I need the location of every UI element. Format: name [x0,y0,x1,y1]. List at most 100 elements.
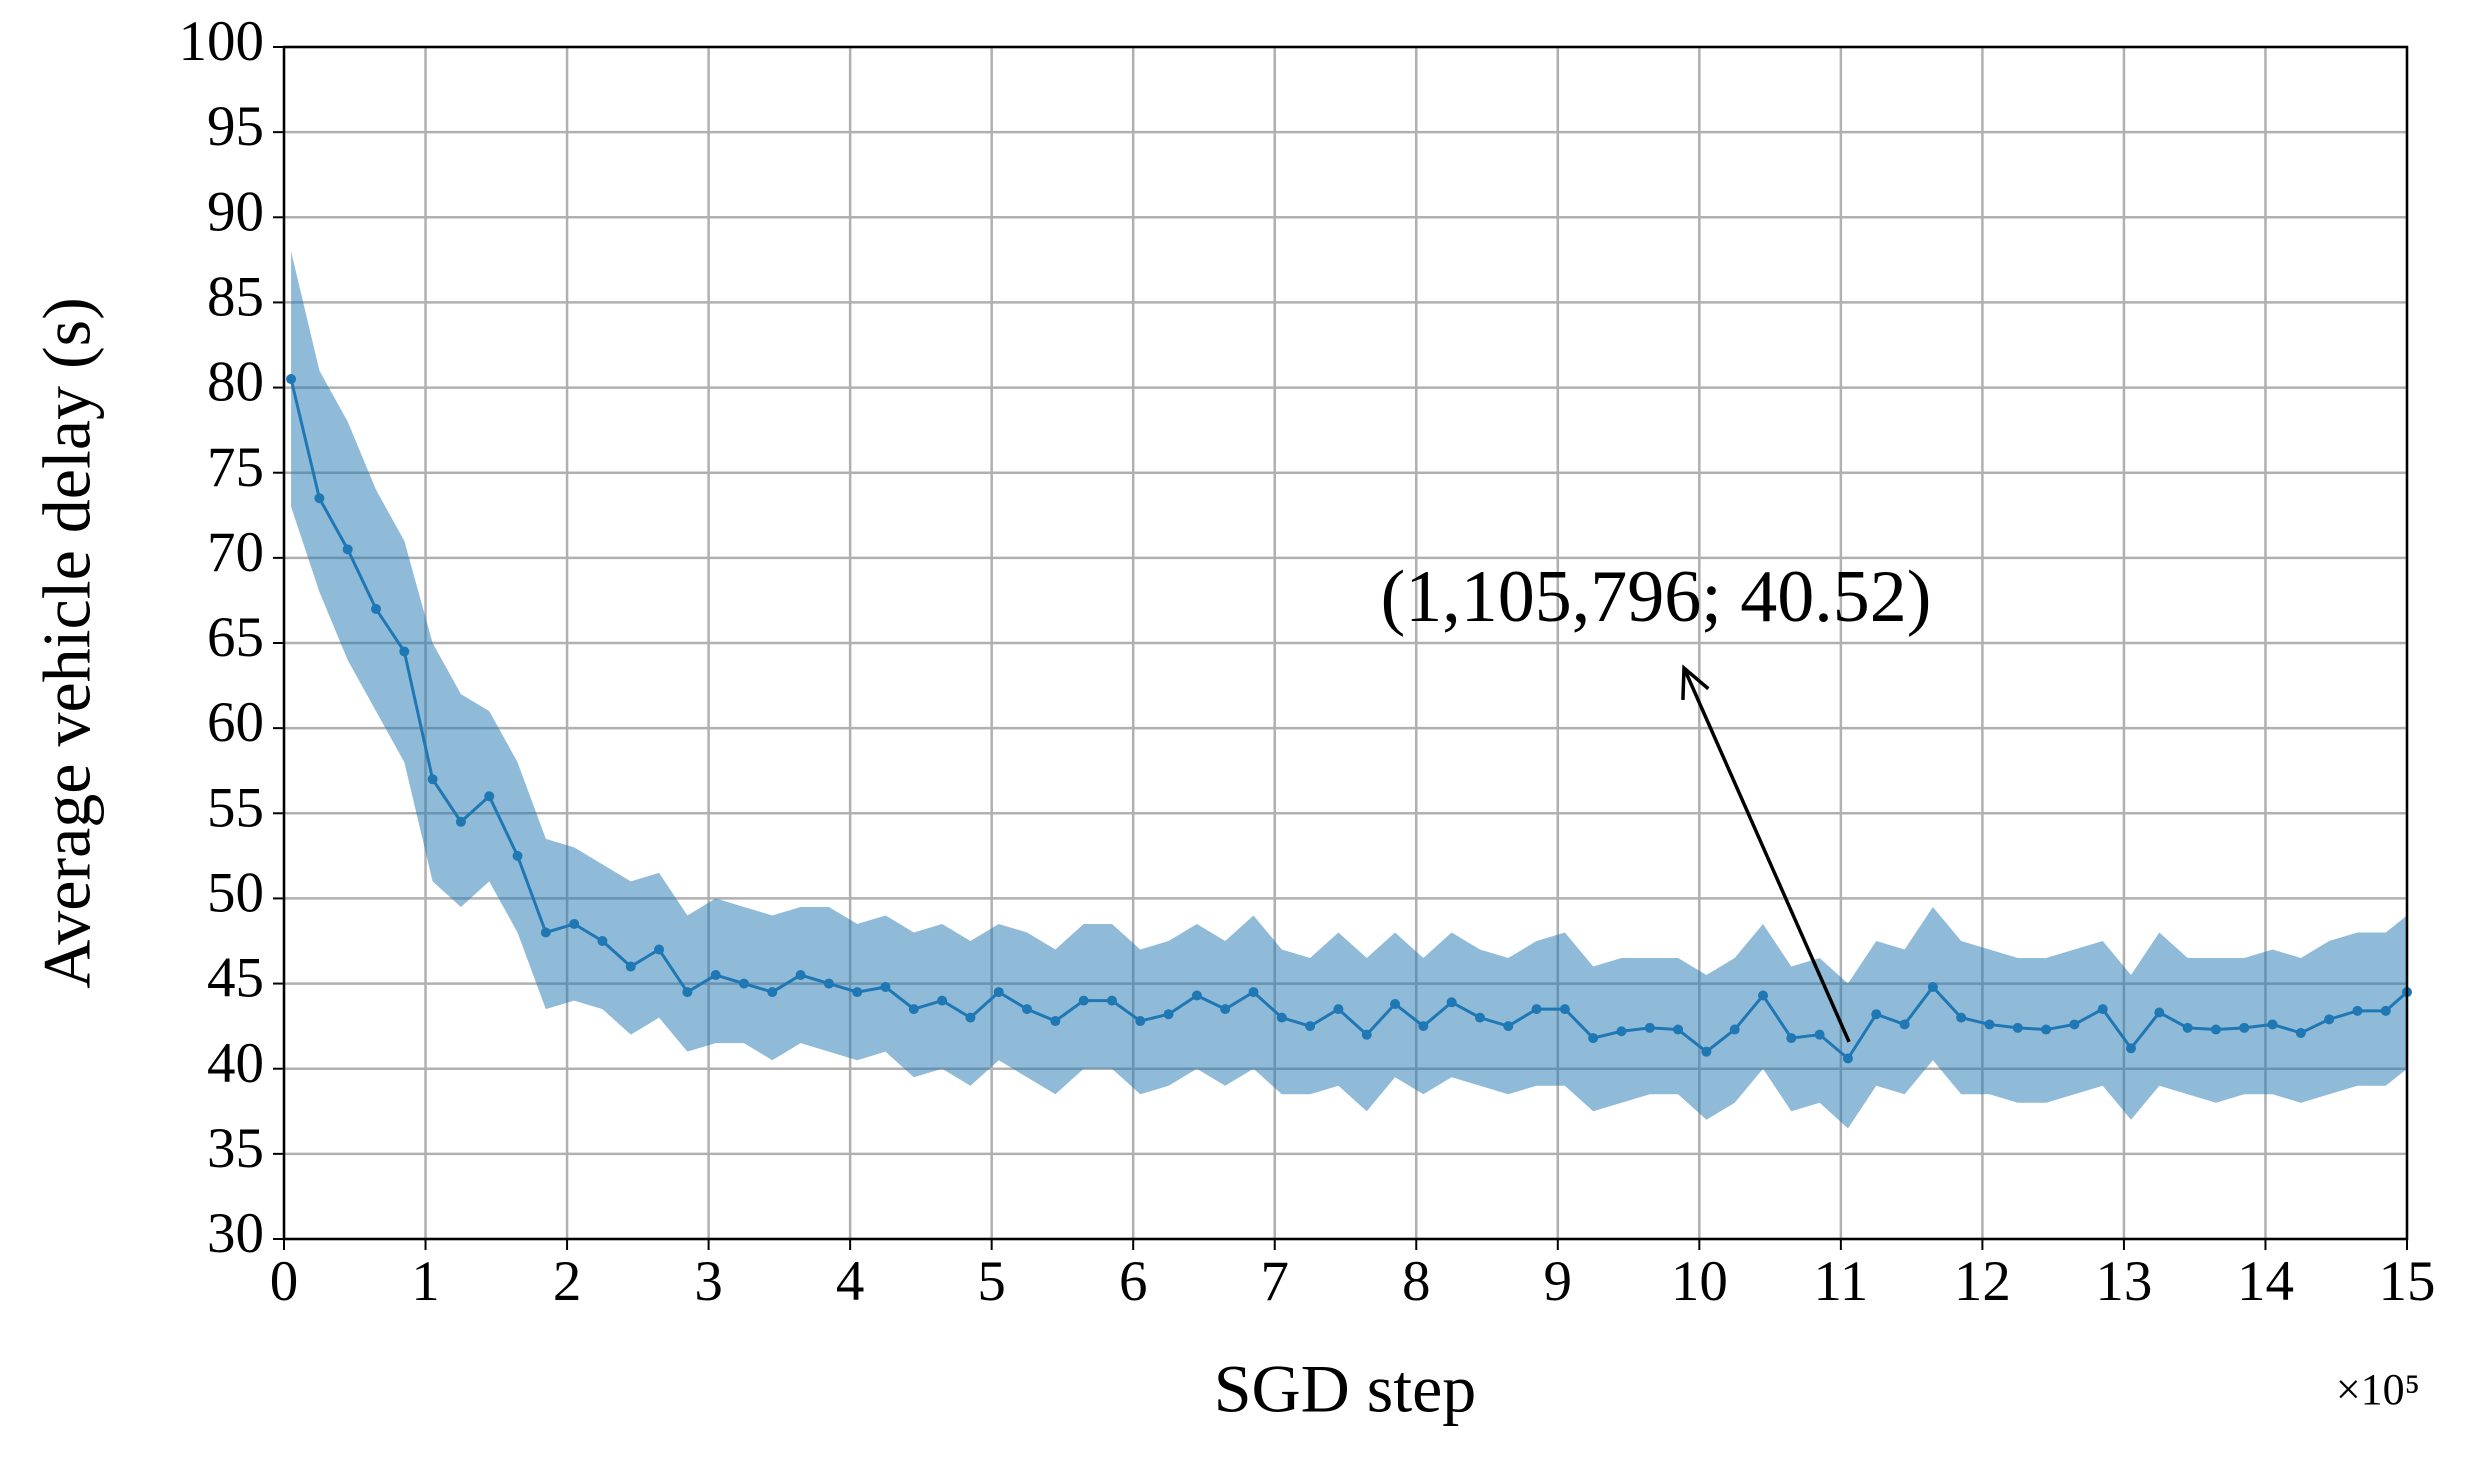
marker [738,978,749,989]
marker [2380,1005,2391,1016]
marker [880,981,891,992]
marker [682,987,693,998]
marker [2352,1005,2363,1016]
marker [1588,1033,1599,1044]
marker [1050,1016,1061,1027]
y-tick-label: 55 [207,776,264,839]
y-tick-label: 80 [207,351,264,414]
marker [2267,1019,2278,1030]
y-tick-label: 90 [207,180,264,243]
marker [1531,1004,1542,1015]
marker [1361,1029,1372,1040]
marker [654,944,665,955]
marker [1446,997,1457,1008]
marker [1871,1009,1882,1020]
marker [1078,995,1089,1006]
marker [1927,981,1938,992]
marker [314,493,325,504]
x-tick-label: 6 [1119,1250,1148,1313]
marker [1729,1024,1740,1035]
x-tick-label: 8 [1402,1250,1431,1313]
y-tick-label: 95 [207,95,264,158]
marker [795,970,806,981]
x-axis-label: SGD step [1214,1351,1477,1427]
marker [484,791,495,802]
marker [1418,1021,1429,1032]
marker [1135,1016,1146,1027]
y-tick-label: 70 [207,521,264,584]
annotation-arrowhead [1681,664,1710,701]
marker [2182,1022,2193,1033]
marker [937,995,948,1006]
marker [1814,1029,1825,1040]
marker [1305,1021,1316,1032]
y-tick-label: 60 [207,691,264,754]
marker [597,936,608,946]
x-tick-label: 9 [1544,1250,1573,1313]
annotation-text: (1,105,796; 40.52) [1381,556,1932,638]
y-tick-label: 50 [207,862,264,925]
marker [455,816,466,827]
marker [852,987,863,998]
x-tick-label: 2 [553,1250,582,1313]
marker [1503,1021,1514,1032]
annotation-arrow [1682,667,1851,1043]
marker [823,978,834,989]
plot-frame [282,45,2409,1241]
marker [1701,1046,1712,1057]
marker [1616,1026,1627,1037]
marker [286,374,297,385]
error-band [291,251,2407,1129]
marker [993,987,1004,998]
x-tick-label: 13 [2095,1250,2152,1313]
marker [2012,1022,2023,1033]
marker [1673,1024,1684,1035]
marker [2097,1004,2108,1015]
marker [1956,1012,1967,1023]
marker [2324,1014,2335,1025]
y-tick-label: 40 [207,1032,264,1095]
line [289,378,2408,1061]
marker [767,987,778,998]
marker [625,961,636,972]
marker [1106,995,1117,1006]
x-tick-label: 0 [270,1250,299,1313]
x-tick-label: 5 [977,1250,1006,1313]
marker [1984,1019,1995,1030]
marker [427,774,438,785]
marker [2295,1027,2306,1038]
marker [2126,1043,2137,1054]
marker [1248,987,1259,998]
y-tick-label: 35 [207,1117,264,1180]
x-tick-label: 15 [2379,1250,2436,1313]
marker [1022,1004,1033,1015]
x-tick-label: 11 [1813,1250,1868,1313]
marker [399,646,410,657]
marker [710,970,721,981]
marker [1559,1004,1570,1015]
marker [1899,1019,1910,1030]
marker [370,603,381,614]
x-tick-label: 4 [836,1250,865,1313]
marker [2154,1007,2165,1018]
x-offset-label: ×10⁵ [2336,1365,2420,1414]
marker [512,850,523,861]
marker [569,918,580,929]
y-tick-label: 85 [207,266,264,329]
marker [2069,1019,2080,1030]
x-tick-label: 12 [1954,1250,2011,1313]
marker [908,1004,919,1015]
marker [1842,1053,1853,1064]
marker [1644,1022,1655,1033]
marker [1163,1009,1174,1020]
y-tick-label: 30 [207,1202,264,1265]
marker [2210,1024,2221,1035]
marker [1276,1012,1287,1023]
x-tick-label: 14 [2237,1250,2294,1313]
marker [1474,1012,1485,1023]
x-tick-label: 7 [1260,1250,1289,1313]
marker [1333,1004,1344,1015]
marker [1786,1033,1797,1044]
y-tick-label: 75 [207,436,264,499]
